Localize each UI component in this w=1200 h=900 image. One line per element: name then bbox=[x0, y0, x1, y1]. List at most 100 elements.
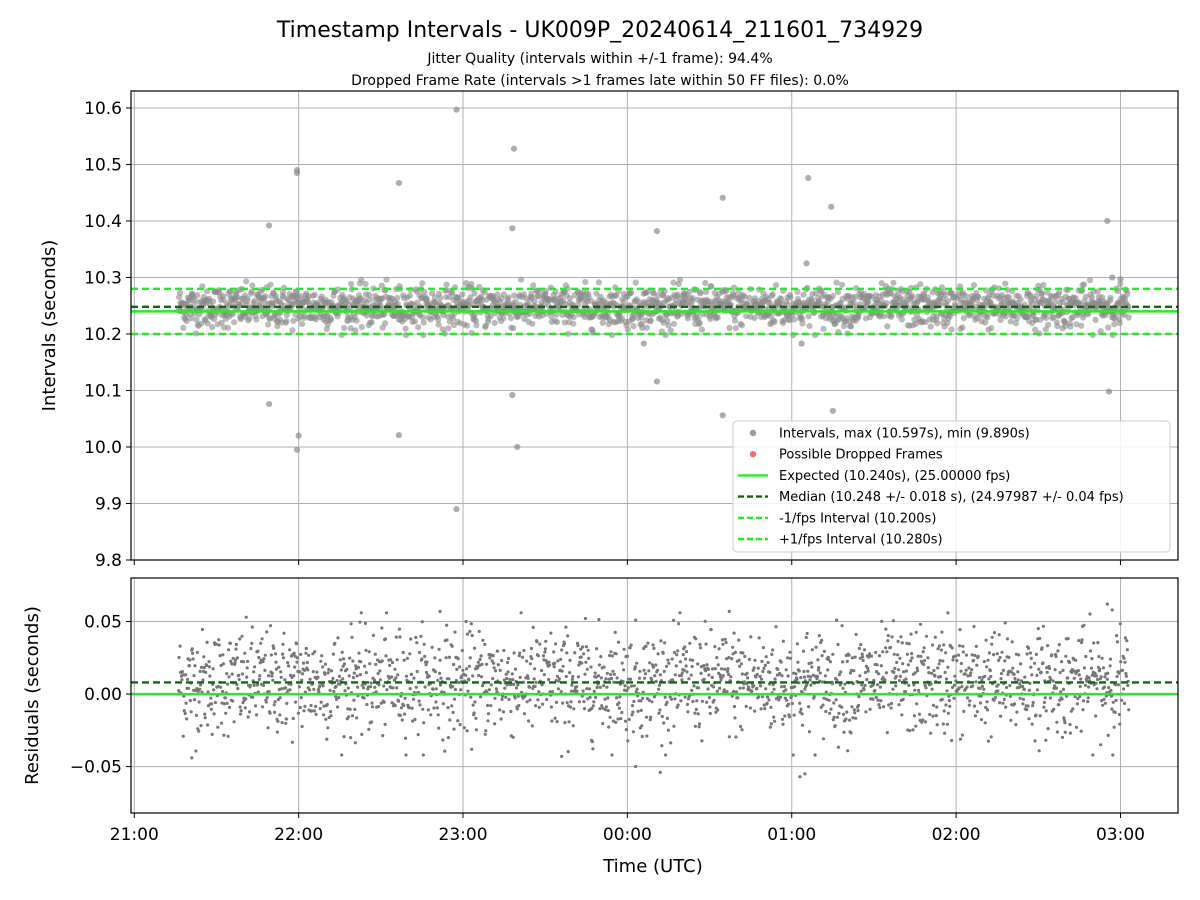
residual-point bbox=[561, 701, 565, 705]
residual-point bbox=[381, 734, 385, 738]
residual-point bbox=[1011, 666, 1015, 670]
residual-point bbox=[568, 705, 573, 709]
residual-point bbox=[241, 660, 245, 664]
residual-point bbox=[505, 676, 509, 681]
residual-point bbox=[898, 674, 903, 679]
residual-point bbox=[329, 710, 333, 714]
residual-point bbox=[399, 694, 403, 698]
residual-point bbox=[214, 642, 218, 646]
residual-point bbox=[404, 753, 408, 757]
residual-point bbox=[841, 712, 846, 716]
residual-point bbox=[202, 665, 206, 670]
residual-point bbox=[1033, 661, 1037, 665]
interval-point bbox=[732, 325, 740, 332]
residual-point bbox=[261, 683, 266, 688]
residual-point bbox=[309, 709, 314, 713]
residual-point bbox=[1071, 707, 1075, 711]
interval-point bbox=[1056, 289, 1063, 296]
interval-point bbox=[411, 318, 418, 325]
residual-point bbox=[459, 688, 463, 692]
residual-point bbox=[712, 698, 716, 703]
residual-point bbox=[1033, 739, 1037, 743]
interval-point bbox=[833, 279, 840, 286]
intervals-panel: 9.89.910.010.110.210.310.410.510.6 Inter… bbox=[39, 90, 1179, 571]
residual-outlier-point bbox=[560, 754, 564, 759]
residual-point bbox=[962, 709, 966, 714]
residual-outlier-point bbox=[658, 770, 662, 774]
residual-point bbox=[349, 736, 353, 740]
y-tick-label: 10.2 bbox=[84, 325, 122, 345]
residual-point bbox=[469, 695, 473, 699]
residual-point bbox=[612, 680, 616, 684]
residual-point bbox=[313, 650, 317, 654]
residual-point bbox=[697, 725, 701, 729]
residual-point bbox=[644, 715, 649, 719]
residual-point bbox=[961, 650, 965, 654]
residual-point bbox=[1082, 623, 1086, 627]
interval-outlier-point bbox=[805, 174, 812, 182]
residual-point bbox=[665, 700, 669, 705]
residual-point bbox=[1119, 660, 1123, 664]
residual-point bbox=[421, 707, 425, 711]
residual-point bbox=[1086, 696, 1090, 700]
residual-point bbox=[1126, 683, 1130, 688]
residual-point bbox=[817, 666, 821, 670]
residual-point bbox=[904, 677, 908, 681]
residual-point bbox=[727, 656, 731, 660]
residual-point bbox=[1074, 725, 1079, 729]
residual-point bbox=[978, 686, 982, 691]
residual-point bbox=[988, 669, 992, 673]
residual-point bbox=[916, 669, 920, 673]
residual-point bbox=[356, 685, 360, 689]
residual-point bbox=[1001, 668, 1006, 673]
residual-point bbox=[245, 666, 249, 670]
interval-point bbox=[884, 323, 891, 330]
residual-point bbox=[453, 630, 457, 634]
residual-point bbox=[382, 700, 386, 704]
residual-point bbox=[477, 629, 481, 634]
residual-point bbox=[683, 645, 687, 649]
residual-point bbox=[1001, 701, 1005, 705]
residual-point bbox=[687, 677, 691, 681]
residual-point bbox=[688, 641, 692, 645]
residual-point bbox=[429, 713, 433, 717]
residual-point bbox=[841, 660, 845, 664]
residual-point bbox=[938, 675, 943, 679]
interval-point bbox=[449, 289, 456, 296]
intervals-x-ticks bbox=[133, 560, 1121, 565]
residual-point bbox=[715, 656, 719, 660]
residual-point bbox=[352, 698, 356, 702]
residual-point bbox=[466, 689, 470, 693]
residual-point bbox=[693, 711, 697, 715]
residual-point bbox=[511, 735, 515, 739]
interval-point bbox=[420, 319, 427, 326]
residual-point bbox=[1020, 684, 1025, 689]
interval-point bbox=[769, 291, 776, 298]
residual-point bbox=[486, 703, 490, 708]
interval-point bbox=[738, 322, 746, 329]
interval-point bbox=[435, 316, 442, 323]
residual-point bbox=[343, 689, 347, 693]
residual-point bbox=[921, 650, 925, 654]
residual-point bbox=[503, 686, 507, 690]
residual-point bbox=[806, 669, 810, 673]
residual-point bbox=[464, 673, 468, 677]
residual-point bbox=[522, 712, 527, 716]
residual-point bbox=[533, 667, 537, 671]
residual-point bbox=[1062, 718, 1066, 722]
residual-point bbox=[1022, 687, 1026, 692]
residual-point bbox=[734, 735, 738, 739]
residual-point bbox=[1053, 684, 1057, 688]
residual-point bbox=[612, 672, 616, 676]
residual-point bbox=[778, 671, 782, 676]
residual-point bbox=[901, 662, 905, 666]
residual-point bbox=[543, 647, 548, 651]
residual-point bbox=[1115, 634, 1119, 638]
residual-point bbox=[1040, 646, 1044, 650]
residual-point bbox=[542, 673, 547, 677]
residual-point bbox=[359, 611, 363, 615]
residual-point bbox=[177, 655, 181, 660]
residual-point bbox=[395, 686, 399, 690]
residual-point bbox=[559, 690, 563, 694]
residual-point bbox=[470, 633, 474, 638]
